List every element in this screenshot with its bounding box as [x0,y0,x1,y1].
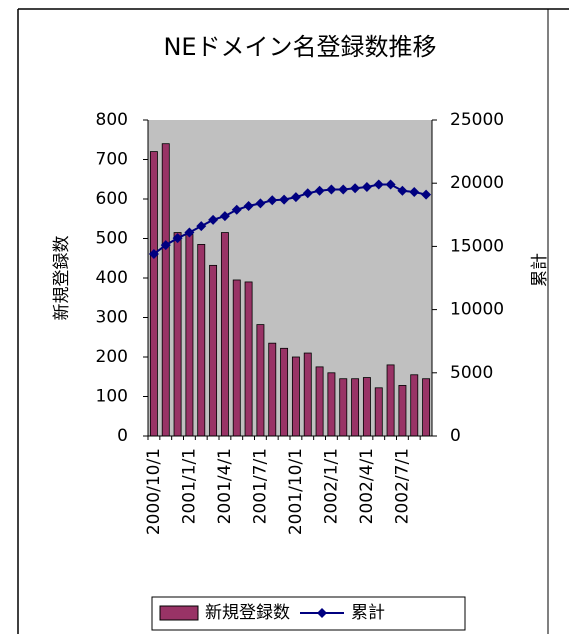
y-tick-label: 800 [96,110,128,130]
legend-label: 累計 [351,603,385,623]
y2-tick-label: 20000 [450,173,504,193]
marker [231,204,242,215]
y2-tick-label: 10000 [450,300,504,320]
y-tick-label: 700 [96,150,128,170]
marker [184,227,195,238]
bar [398,385,407,437]
marker [255,198,266,209]
y-tick-label: 600 [96,189,128,209]
marker [338,184,349,195]
bar [280,347,289,437]
bar [197,244,206,437]
marker [290,192,301,203]
bar [185,234,194,437]
y-tick-label: 500 [96,229,128,249]
bar [410,374,419,437]
bar [339,378,348,437]
y2-tick-label: 15000 [450,236,504,256]
y-tick-label: 0 [117,426,128,446]
x-tick-label: 2001/7/1 [250,448,270,524]
marker [219,211,230,222]
bar [173,232,182,437]
bar [244,281,253,437]
marker [361,181,372,192]
bar [422,378,431,437]
marker [373,179,384,190]
x-tick-label: 2002/4/1 [357,448,377,524]
bar [291,356,300,437]
bar [220,232,229,437]
marker [148,248,159,259]
plot-area [148,120,432,436]
legend-swatch [159,605,199,621]
x-tick-label: 2001/4/1 [215,448,235,524]
marker [385,179,396,190]
marker [350,183,361,194]
x-tick-label: 2001/1/1 [179,448,199,524]
y-tick-label: 300 [96,308,128,328]
marker [397,185,408,196]
legend [151,596,466,631]
bar [256,324,265,437]
y-tick-label: 100 [96,387,128,407]
bar [327,372,336,437]
y2-tick-label: 25000 [450,110,504,130]
marker [243,200,254,211]
marker [326,184,337,195]
marker [172,233,183,244]
legend-label: 新規登録数 [205,603,290,623]
marker [160,240,171,251]
bar [268,342,277,437]
bar [232,279,241,437]
x-tick-label: 2001/10/1 [286,448,306,535]
bar [315,366,324,437]
y-tick-label: 200 [96,347,128,367]
marker [267,195,278,206]
chart-title: NEドメイン名登録数推移 [163,33,436,61]
marker [279,194,290,205]
bar [303,352,312,437]
x-tick-label: 2000/10/1 [144,448,164,535]
bar [374,387,383,437]
x-tick-label: 2002/1/1 [321,448,341,524]
y2-tick-label: 0 [450,426,461,446]
bar [362,377,371,437]
marker [421,189,432,200]
y2-axis-label: 累計 [530,253,550,287]
bar [161,143,170,437]
bar [149,151,158,437]
bar [351,378,360,437]
marker [208,214,219,225]
marker [196,221,207,232]
y-tick-label: 400 [96,268,128,288]
y2-tick-label: 5000 [450,363,493,383]
bar [386,364,395,437]
bar [209,264,218,437]
x-tick-label: 2002/7/1 [392,448,412,524]
marker [409,187,420,198]
legend-marker [317,608,327,618]
y-axis-label: 新規登録数 [52,236,72,321]
marker [302,188,313,199]
marker [314,185,325,196]
